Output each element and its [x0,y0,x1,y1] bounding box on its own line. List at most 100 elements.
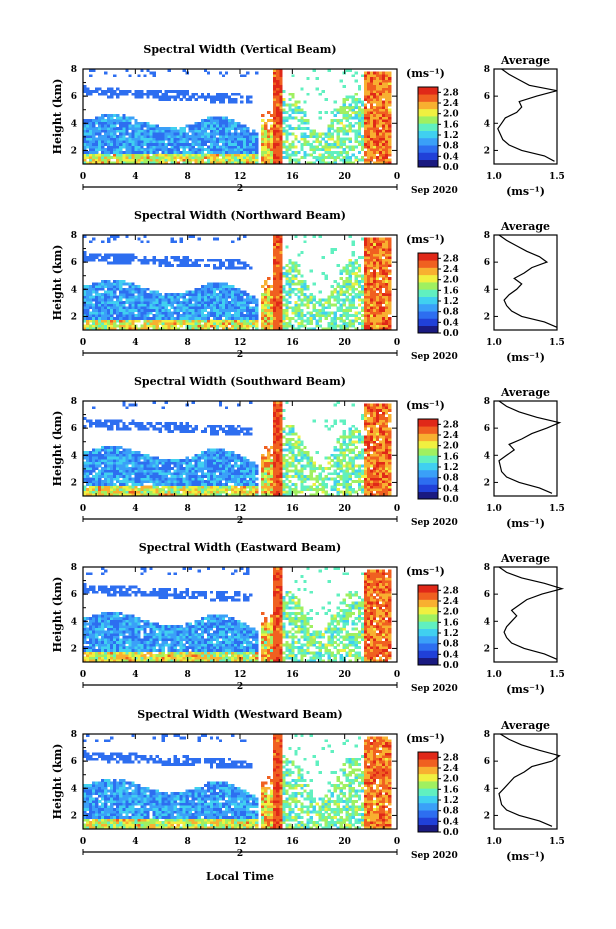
colorbar-tick-label: 2.8 [443,420,459,430]
x-tick-label: 0 [80,172,86,182]
colorbar-swatch [418,116,438,124]
colorbar-tick-label: 0.8 [443,308,459,318]
colorbar-swatch [418,296,438,305]
colorbar-swatch [418,643,438,651]
colorbar-tick-label: 2.0 [443,775,459,785]
y-axis-label: Height (km) [51,744,64,820]
x-tick-label: 20 [338,837,351,847]
x-tick-label: 16 [286,338,299,348]
colorbar-swatch [418,260,438,268]
panel-title: Spectral Width (Northward Beam) [134,209,346,222]
colorbar-unit: (ms⁻¹) [406,233,445,246]
average-x-tick-label: 1.0 [486,670,502,680]
colorbar-tick-label: 2.4 [443,764,459,774]
colorbar-tick-label: 0.4 [443,484,459,494]
average-x-tick-label: 1.0 [486,837,502,847]
colorbar-tick-label: 2.4 [443,597,459,607]
average-y-tick-label: 8 [484,65,490,75]
colorbar-swatch [418,592,438,600]
colorbar-swatch [418,130,438,139]
colorbar-tick-label: 0.8 [443,474,459,484]
colorbar-swatch [418,426,438,434]
colorbar-unit: (ms⁻¹) [406,565,445,578]
colorbar-swatch [418,759,438,767]
x-tick-label: 0 [394,837,400,847]
colorbar-swatch [418,274,438,283]
colorbar-swatch [418,325,438,334]
x-tick-label: 16 [286,172,299,182]
x-tick-label: 8 [185,504,191,514]
average-title: Average [500,719,550,732]
colorbar-tick-label: 0.4 [443,318,459,328]
colorbar-tick-label: 1.6 [443,120,459,130]
panel-3: Spectral Width (Southward Beam) 2 4 6 8 Heigh… [51,375,565,530]
day-label: 2 [237,682,243,692]
x-tick-label: 20 [338,504,351,514]
average-x-tick-label: 1.5 [549,172,565,182]
colorbar-frame [417,584,439,666]
colorbar-tick-label: 1.2 [443,796,459,806]
colorbar-swatch [418,788,438,796]
colorbar-swatch [418,484,438,493]
average-y-tick-label: 8 [484,231,490,241]
colorbar-unit: (ms⁻¹) [406,399,445,412]
colorbar-swatch [418,282,438,290]
average-y-tick-label: 4 [484,119,490,129]
x-tick-label: 20 [338,172,351,182]
x-tick-label: 0 [80,338,86,348]
average-frame [493,68,558,165]
date-label: Sep 2020 [411,518,458,528]
x-tick-label: 4 [132,504,138,514]
colorbar-tick-label: 1.6 [443,785,459,795]
average-unit: (ms⁻¹) [506,185,545,198]
y-tick-label: 4 [71,119,77,129]
day-label: 2 [237,184,243,194]
average-x-tick-label: 1.0 [486,172,502,182]
colorbar-swatch [418,650,438,659]
y-tick-label: 2 [71,146,77,156]
colorbar-tick-label: 2.4 [443,265,459,275]
y-tick-label: 4 [71,784,77,794]
average-y-tick-label: 2 [484,312,490,322]
average-frame [493,733,558,830]
x-tick-label: 16 [286,670,299,680]
average-line [498,400,562,494]
average-unit: (ms⁻¹) [506,517,545,530]
x-tick-label: 20 [338,670,351,680]
colorbar-tick-label: 2.4 [443,99,459,109]
panel-title: Spectral Width (Southward Beam) [134,375,346,388]
colorbar-swatch [418,824,438,833]
y-tick-label: 2 [71,644,77,654]
colorbar-unit: (ms⁻¹) [406,732,445,745]
colorbar-swatch [418,289,438,297]
average-y-tick-label: 6 [484,590,490,600]
heatmap-field [83,69,392,165]
average-y-tick-label: 2 [484,644,490,654]
y-axis-label: Height (km) [51,577,64,653]
average-y-tick-label: 6 [484,258,490,268]
y-tick-label: 2 [71,811,77,821]
average-x-tick-label: 1.5 [549,837,565,847]
average-frame [493,234,558,331]
average-frame [493,566,558,663]
average-y-tick-label: 4 [484,285,490,295]
x-tick-label: 12 [234,504,247,514]
colorbar-unit: (ms⁻¹) [406,67,445,80]
colorbar-tick-label: 2.8 [443,88,459,98]
colorbar-tick-label: 2.8 [443,254,459,264]
colorbar-tick-label: 0.0 [443,828,459,838]
average-unit: (ms⁻¹) [506,351,545,364]
x-tick-label: 12 [234,172,247,182]
average-title: Average [500,220,550,233]
colorbar-swatch [418,462,438,471]
x-tick-label: 0 [80,504,86,514]
colorbar-tick-label: 1.6 [443,286,459,296]
date-label: Sep 2020 [411,851,458,861]
colorbar-swatch [418,752,438,760]
average-y-tick-label: 4 [484,617,490,627]
average-x-tick-label: 1.5 [549,338,565,348]
x-tick-label: 8 [185,837,191,847]
y-tick-label: 6 [71,590,77,600]
panel-2: Spectral Width (Northward Beam) 2 4 6 8 Heigh… [51,209,565,364]
